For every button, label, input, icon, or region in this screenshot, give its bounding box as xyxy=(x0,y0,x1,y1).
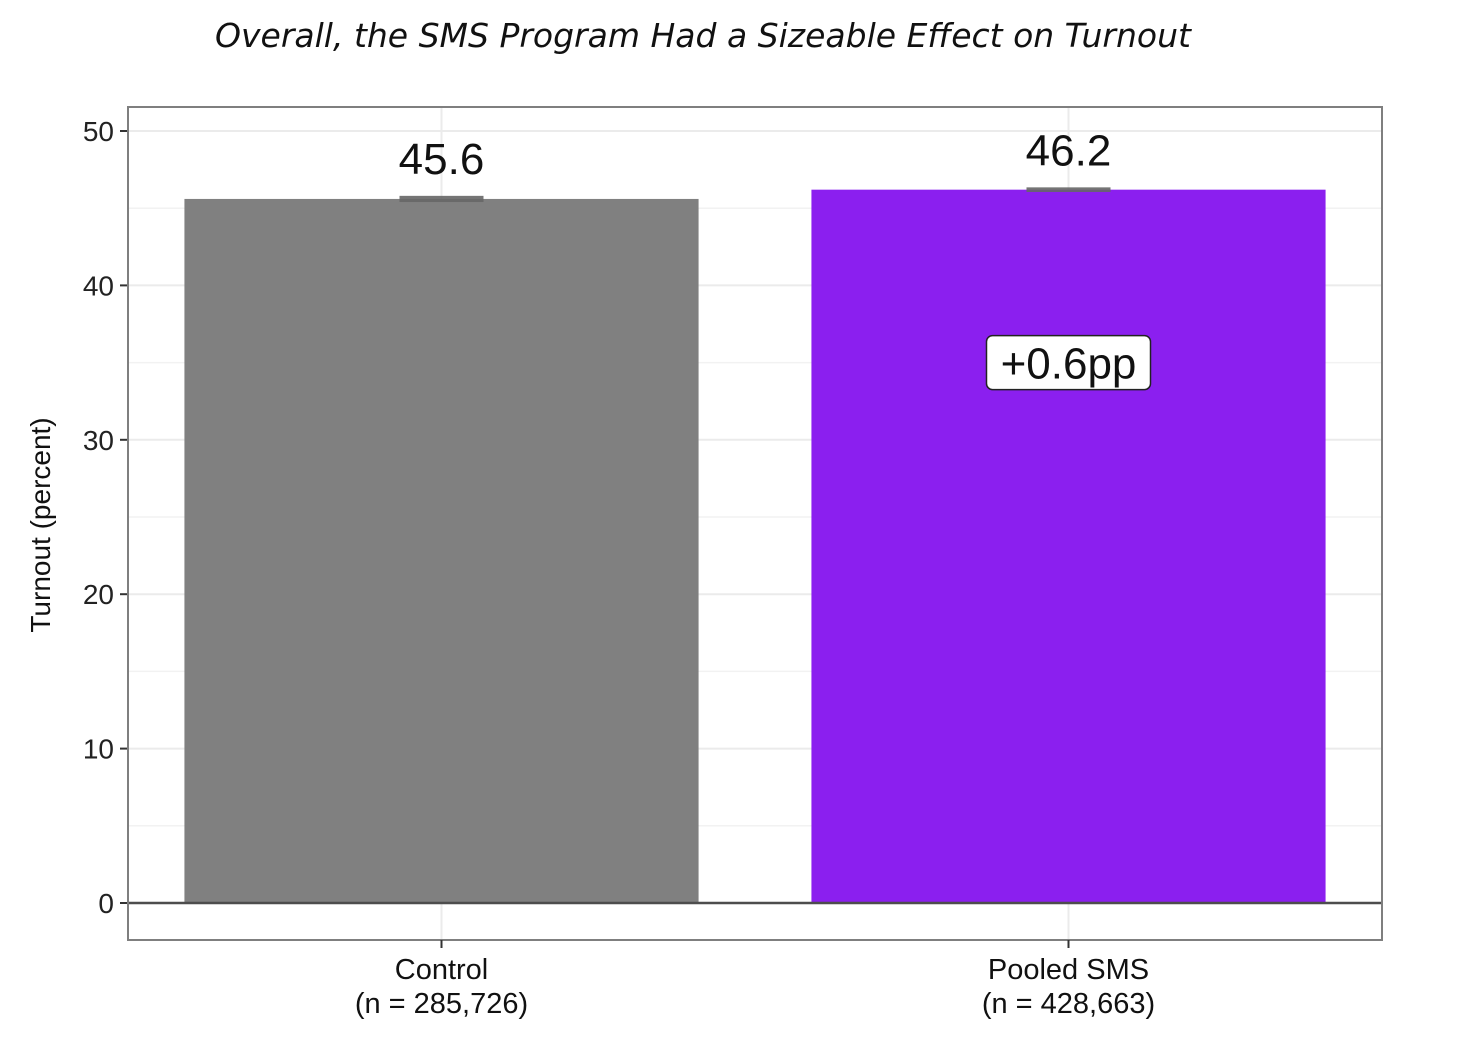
chart-title: Overall, the SMS Program Had a Sizeable … xyxy=(215,16,1191,55)
y-tick-label: 10 xyxy=(83,734,114,765)
x-tick-label: Control xyxy=(395,954,489,986)
x-tick-sublabel: (n = 285,726) xyxy=(355,988,528,1020)
x-tick-label: Pooled SMS xyxy=(988,954,1149,986)
y-axis-title: Turnout (percent) xyxy=(25,417,56,632)
y-tick-label: 30 xyxy=(83,425,114,456)
error-bar xyxy=(399,195,484,203)
annotation-box xyxy=(985,334,1152,391)
bars xyxy=(128,187,1382,905)
bar-pooled-sms xyxy=(811,189,1326,903)
y-tick-label: 0 xyxy=(98,888,114,919)
effect-annotation: +0.6pp xyxy=(985,334,1152,391)
labels: 0 10 20 30 40 50 45.6 46.2 Control(n = 285,726) P… xyxy=(83,116,1155,1020)
annotation-text: +0.6pp xyxy=(1001,340,1137,389)
y-tick-label: 40 xyxy=(83,270,114,301)
error-bar xyxy=(1026,187,1111,192)
y-tick-label: 20 xyxy=(83,579,114,610)
y-tick-label: 50 xyxy=(83,116,114,147)
plot-frame xyxy=(120,106,1383,948)
bar-value-label: 46.2 xyxy=(1026,126,1112,175)
bar-control xyxy=(184,198,699,903)
panel-border xyxy=(127,106,1383,941)
bar-value-label: 45.6 xyxy=(399,135,485,184)
x-tick-sublabel: (n = 428,663) xyxy=(982,988,1155,1020)
